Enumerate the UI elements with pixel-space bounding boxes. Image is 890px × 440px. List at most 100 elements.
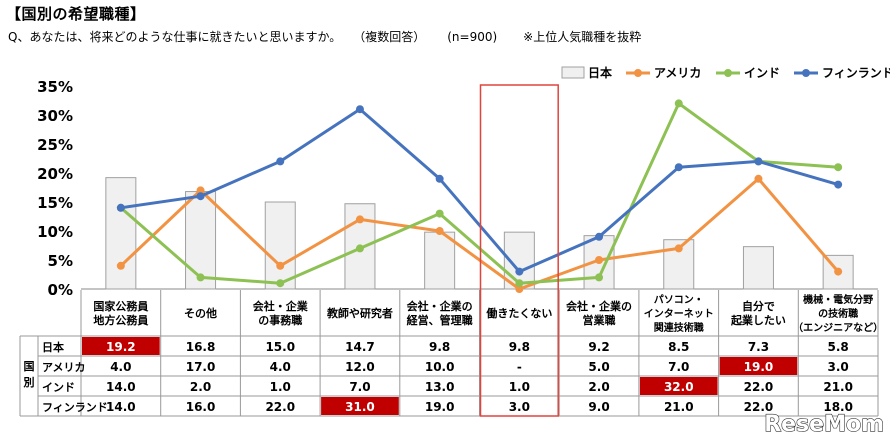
table-value: 2.0 xyxy=(190,380,211,394)
table-value: 14.0 xyxy=(106,400,136,414)
category-label: 起業したい xyxy=(730,313,786,327)
table-value: 22.0 xyxy=(744,380,774,394)
table-value: 22.0 xyxy=(265,400,295,414)
table-value: 9.2 xyxy=(588,340,609,354)
y-tick-label: 15% xyxy=(37,194,73,212)
legend-marker-america xyxy=(634,69,642,77)
table-value: 16.0 xyxy=(186,400,216,414)
table-value: 7.0 xyxy=(349,380,370,394)
table-value: 17.0 xyxy=(186,360,216,374)
point-india-4 xyxy=(435,209,444,218)
table-value: 1.0 xyxy=(270,380,291,394)
table-value: 15.0 xyxy=(265,340,295,354)
table-value: 18.0 xyxy=(823,400,853,414)
table-value: 2.0 xyxy=(588,380,609,394)
category-label: 機械・電気分野 xyxy=(803,293,873,306)
point-finland-8 xyxy=(754,157,763,166)
highlight-cell-japan-0 xyxy=(82,337,160,355)
highlight-cell-america-8 xyxy=(719,357,798,375)
category-label: 会社・企業 xyxy=(253,299,309,313)
table-value: 7.0 xyxy=(668,360,689,374)
category-label: 働きたくない xyxy=(485,306,552,320)
point-finland-2 xyxy=(276,157,285,166)
row-label-america: アメリカ xyxy=(42,361,85,374)
table-value: 32.0 xyxy=(664,380,694,394)
row-label-finland: フィンランド xyxy=(42,401,108,414)
point-india-1 xyxy=(196,273,205,282)
bar-japan-0 xyxy=(105,177,137,290)
bar-japan-2 xyxy=(264,201,296,290)
point-america-3 xyxy=(355,215,364,224)
category-label: の技術職 xyxy=(818,307,858,320)
table-value: 13.0 xyxy=(425,380,455,394)
category-label: 関連技術職 xyxy=(654,321,704,334)
table-value: 9.0 xyxy=(588,400,609,414)
watermark-logo: ReseMom xyxy=(764,412,884,437)
point-america-8 xyxy=(754,174,763,183)
table-value: 19.0 xyxy=(744,360,774,374)
legend-label-finland: フィンランド xyxy=(822,66,890,80)
point-finland-4 xyxy=(435,174,444,183)
point-india-6 xyxy=(595,273,604,282)
point-finland-3 xyxy=(355,105,364,114)
table-value: 16.8 xyxy=(186,340,216,354)
table-value: 31.0 xyxy=(345,400,375,414)
highlight-frame xyxy=(479,84,559,417)
table-group-label: 国 xyxy=(24,360,35,373)
legend-marker-india xyxy=(724,69,732,77)
question-note: ※上位人気職種を抜粋 xyxy=(523,30,642,44)
y-tick-label: 0% xyxy=(48,281,73,299)
row-label-india: インド xyxy=(42,381,75,394)
line-finland xyxy=(120,107,839,274)
point-america-6 xyxy=(595,256,604,264)
table-value: 4.0 xyxy=(110,360,131,374)
point-india-7 xyxy=(674,99,683,108)
bar-japan-1 xyxy=(185,191,217,290)
question-text: Q、あなたは、将来どのような仕事に就きたいと思いますか。 xyxy=(8,30,342,44)
table-value: - xyxy=(517,360,522,374)
highlight-cell-india-7 xyxy=(639,377,718,395)
legend-label-india: インド xyxy=(744,66,780,80)
table-value: 4.0 xyxy=(270,360,291,374)
point-finland-5 xyxy=(515,267,524,276)
table-value: 9.8 xyxy=(429,340,450,354)
y-tick-label: 30% xyxy=(37,107,73,125)
table-value: 12.0 xyxy=(345,360,375,374)
legend-marker-finland xyxy=(802,69,810,77)
category-label: 会社・企業の xyxy=(566,299,632,313)
category-label: 自分で xyxy=(742,299,775,313)
table-value: 5.0 xyxy=(588,360,609,374)
table-value: 3.0 xyxy=(828,360,849,374)
point-india-3 xyxy=(355,244,364,253)
table-value: 19.0 xyxy=(425,400,455,414)
point-india-9 xyxy=(834,163,843,172)
category-label: インターネット xyxy=(644,308,714,320)
point-america-4 xyxy=(435,227,444,235)
table-value: 14.7 xyxy=(345,340,375,354)
point-finland-6 xyxy=(595,232,604,241)
table-value: 7.3 xyxy=(748,340,769,354)
point-america-1 xyxy=(196,186,205,195)
point-finland-0 xyxy=(116,203,125,212)
page-title: 【国別の希望職種】 xyxy=(6,5,146,23)
table-value: 5.8 xyxy=(828,340,849,354)
legend-label-america: アメリカ xyxy=(654,66,701,80)
point-america-7 xyxy=(674,244,683,253)
category-label: パソコン・ xyxy=(654,294,704,306)
highlight-cell-finland-3 xyxy=(321,397,399,415)
y-tick-label: 5% xyxy=(48,252,73,270)
bar-japan-7 xyxy=(663,239,695,290)
point-india-5 xyxy=(515,279,524,288)
sample-size: (n=900) xyxy=(447,30,498,44)
point-finland-1 xyxy=(196,192,205,201)
category-label: （エンジニアなど） xyxy=(793,321,883,334)
y-tick-label: 25% xyxy=(37,136,73,154)
table-value: 1.0 xyxy=(509,380,530,394)
bar-japan-4 xyxy=(424,231,456,290)
table-value: 10.0 xyxy=(425,360,455,374)
table-value: 14.0 xyxy=(106,380,136,394)
point-america-2 xyxy=(276,261,285,270)
survey-question: Q、あなたは、将来どのような仕事に就きたいと思いますか。 （複数回答） (n=900… xyxy=(8,28,641,45)
table-value: 21.0 xyxy=(664,400,694,414)
